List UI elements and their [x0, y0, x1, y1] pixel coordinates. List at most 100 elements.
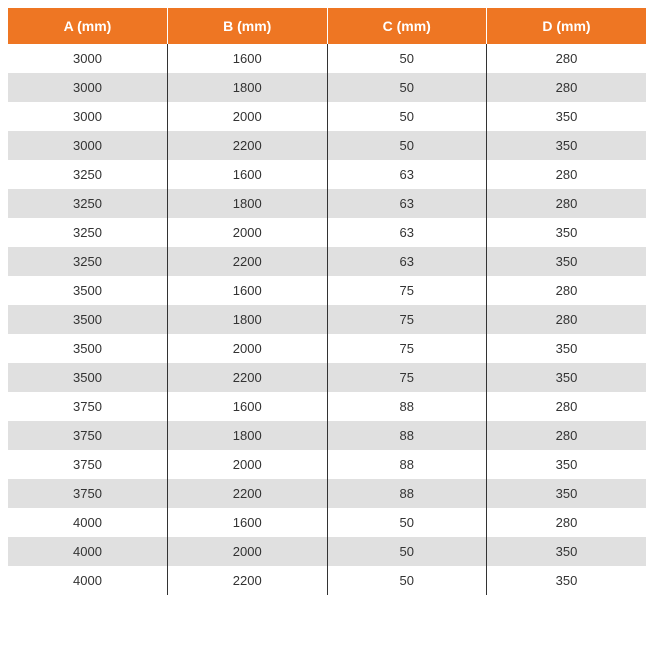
table-cell: 3000 — [8, 73, 168, 102]
table-row: 3500200075350 — [8, 334, 646, 363]
table-cell: 280 — [487, 392, 647, 421]
table-cell: 2200 — [168, 131, 328, 160]
table-cell: 4000 — [8, 537, 168, 566]
table-cell: 2200 — [168, 479, 328, 508]
table-cell: 75 — [327, 334, 487, 363]
table-cell: 63 — [327, 160, 487, 189]
table-cell: 1600 — [168, 160, 328, 189]
column-header-b: B (mm) — [168, 8, 328, 44]
table-cell: 50 — [327, 537, 487, 566]
table-cell: 1600 — [168, 44, 328, 73]
table-cell: 3250 — [8, 218, 168, 247]
header-row: A (mm) B (mm) C (mm) D (mm) — [8, 8, 646, 44]
table-cell: 75 — [327, 363, 487, 392]
table-cell: 280 — [487, 305, 647, 334]
table-cell: 350 — [487, 102, 647, 131]
table-cell: 4000 — [8, 566, 168, 595]
table-cell: 75 — [327, 276, 487, 305]
dimensions-table-container: A (mm) B (mm) C (mm) D (mm) 300016005028… — [8, 8, 646, 595]
table-cell: 2200 — [168, 363, 328, 392]
table-cell: 1800 — [168, 73, 328, 102]
table-cell: 50 — [327, 44, 487, 73]
table-row: 4000160050280 — [8, 508, 646, 537]
table-row: 3250220063350 — [8, 247, 646, 276]
table-cell: 350 — [487, 450, 647, 479]
table-cell: 280 — [487, 421, 647, 450]
table-cell: 88 — [327, 450, 487, 479]
table-cell: 280 — [487, 508, 647, 537]
table-cell: 1600 — [168, 392, 328, 421]
table-cell: 1800 — [168, 421, 328, 450]
table-header: A (mm) B (mm) C (mm) D (mm) — [8, 8, 646, 44]
table-row: 3250160063280 — [8, 160, 646, 189]
table-row: 3000200050350 — [8, 102, 646, 131]
table-cell: 63 — [327, 247, 487, 276]
table-cell: 3500 — [8, 305, 168, 334]
table-cell: 1600 — [168, 508, 328, 537]
table-cell: 2000 — [168, 334, 328, 363]
table-cell: 50 — [327, 131, 487, 160]
table-cell: 280 — [487, 276, 647, 305]
table-row: 3250180063280 — [8, 189, 646, 218]
table-cell: 88 — [327, 421, 487, 450]
table-cell: 3000 — [8, 44, 168, 73]
table-cell: 3750 — [8, 450, 168, 479]
table-cell: 1800 — [168, 189, 328, 218]
table-row: 4000220050350 — [8, 566, 646, 595]
table-cell: 88 — [327, 479, 487, 508]
table-cell: 280 — [487, 73, 647, 102]
table-cell: 350 — [487, 247, 647, 276]
table-cell: 4000 — [8, 508, 168, 537]
table-cell: 350 — [487, 566, 647, 595]
column-header-c: C (mm) — [327, 8, 487, 44]
table-cell: 3250 — [8, 189, 168, 218]
table-cell: 3500 — [8, 363, 168, 392]
table-cell: 2200 — [168, 566, 328, 595]
table-row: 3500160075280 — [8, 276, 646, 305]
column-header-a: A (mm) — [8, 8, 168, 44]
table-cell: 50 — [327, 73, 487, 102]
table-cell: 350 — [487, 363, 647, 392]
table-cell: 50 — [327, 102, 487, 131]
table-cell: 3750 — [8, 392, 168, 421]
table-row: 3000220050350 — [8, 131, 646, 160]
table-cell: 350 — [487, 218, 647, 247]
table-row: 3750160088280 — [8, 392, 646, 421]
table-row: 3000180050280 — [8, 73, 646, 102]
column-header-d: D (mm) — [487, 8, 647, 44]
table-cell: 3500 — [8, 276, 168, 305]
table-cell: 3250 — [8, 160, 168, 189]
table-row: 3250200063350 — [8, 218, 646, 247]
table-cell: 3750 — [8, 479, 168, 508]
table-row: 3000160050280 — [8, 44, 646, 73]
table-cell: 3500 — [8, 334, 168, 363]
table-cell: 3000 — [8, 131, 168, 160]
table-row: 4000200050350 — [8, 537, 646, 566]
table-cell: 280 — [487, 44, 647, 73]
table-cell: 280 — [487, 189, 647, 218]
table-body: 3000160050280300018005028030002000503503… — [8, 44, 646, 595]
table-row: 3500180075280 — [8, 305, 646, 334]
table-cell: 3750 — [8, 421, 168, 450]
table-cell: 2000 — [168, 218, 328, 247]
table-row: 3750180088280 — [8, 421, 646, 450]
table-cell: 3250 — [8, 247, 168, 276]
table-cell: 2000 — [168, 102, 328, 131]
table-cell: 63 — [327, 189, 487, 218]
table-cell: 350 — [487, 537, 647, 566]
table-cell: 350 — [487, 131, 647, 160]
table-cell: 350 — [487, 479, 647, 508]
table-cell: 2000 — [168, 450, 328, 479]
table-cell: 350 — [487, 334, 647, 363]
table-cell: 88 — [327, 392, 487, 421]
table-cell: 63 — [327, 218, 487, 247]
table-row: 3750220088350 — [8, 479, 646, 508]
table-cell: 75 — [327, 305, 487, 334]
table-row: 3500220075350 — [8, 363, 646, 392]
table-cell: 280 — [487, 160, 647, 189]
table-cell: 3000 — [8, 102, 168, 131]
table-cell: 1800 — [168, 305, 328, 334]
dimensions-table: A (mm) B (mm) C (mm) D (mm) 300016005028… — [8, 8, 646, 595]
table-cell: 2000 — [168, 537, 328, 566]
table-cell: 2200 — [168, 247, 328, 276]
